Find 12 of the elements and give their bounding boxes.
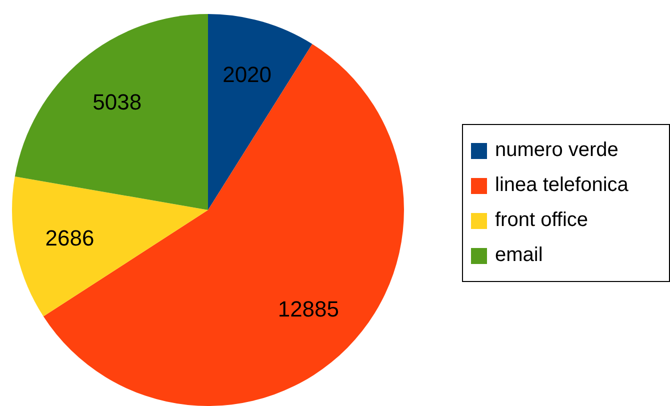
pie-slice <box>208 14 312 210</box>
pie-slice <box>14 14 208 210</box>
legend-label: linea telefonica <box>495 174 628 197</box>
data-label: 2686 <box>45 226 94 251</box>
legend-label: email <box>495 244 543 267</box>
data-label: 2020 <box>222 62 272 87</box>
data-label: 12885 <box>278 296 340 322</box>
pie-slice <box>43 44 404 406</box>
pie-slice <box>12 176 208 316</box>
data-label: 5038 <box>92 90 142 115</box>
legend-label: front office <box>495 209 588 232</box>
legend-label: numero verde <box>495 139 618 162</box>
